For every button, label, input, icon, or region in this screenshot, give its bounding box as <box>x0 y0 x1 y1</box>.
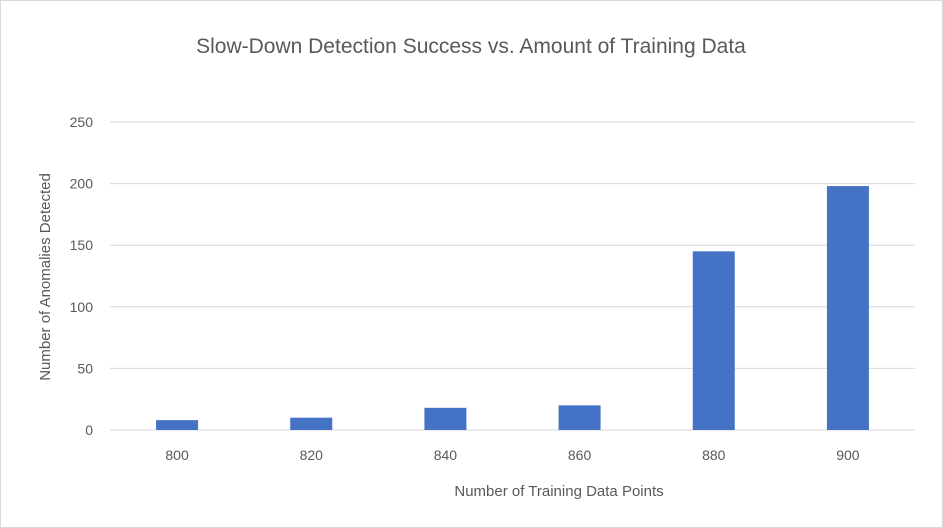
y-tick-label: 50 <box>77 360 93 376</box>
x-tick-label: 820 <box>300 447 324 463</box>
bar-800 <box>156 420 199 430</box>
x-tick-label: 860 <box>568 447 592 463</box>
bar-840 <box>424 407 467 430</box>
y-tick-label: 200 <box>70 176 94 192</box>
bar-860 <box>558 405 601 430</box>
y-tick-label: 150 <box>70 237 94 253</box>
y-tick-label: 250 <box>70 114 94 130</box>
bar-900 <box>826 186 869 430</box>
chart-title: Slow-Down Detection Success vs. Amount o… <box>196 35 746 58</box>
x-tick-label: 840 <box>434 447 458 463</box>
y-axis-ticks: 0 50 100 150 200 250 <box>70 114 94 438</box>
x-axis-ticks: 800 820 840 860 880 900 <box>165 447 859 463</box>
gridlines <box>110 121 915 431</box>
y-tick-label: 100 <box>70 299 94 315</box>
bar-880 <box>692 251 735 430</box>
x-tick-label: 800 <box>165 447 189 463</box>
bar-820 <box>290 417 333 430</box>
x-tick-label: 880 <box>702 447 726 463</box>
y-tick-label: 0 <box>85 422 93 438</box>
x-tick-label: 900 <box>836 447 860 463</box>
x-axis-title: Number of Training Data Points <box>454 483 663 500</box>
bars <box>156 186 869 430</box>
y-axis-title: Number of Anomalies Detected <box>37 173 54 381</box>
